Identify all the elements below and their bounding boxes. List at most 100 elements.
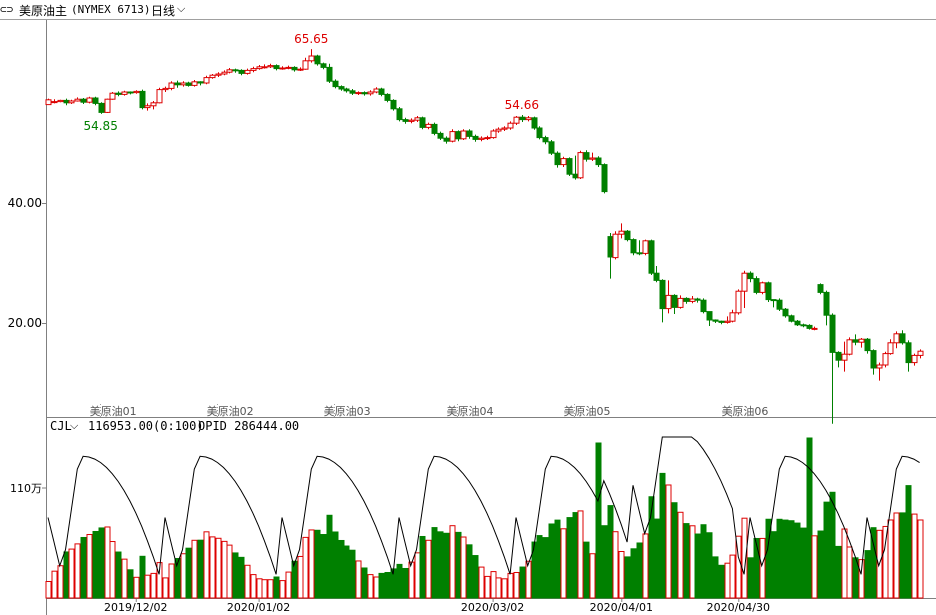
volume-bar: [671, 502, 678, 599]
volume-bar: [782, 519, 789, 599]
volume-bar: [823, 501, 830, 599]
candle-body: [607, 236, 614, 258]
chevron-down-icon[interactable]: ⌵: [177, 2, 186, 15]
contract-label: 美原油01: [90, 404, 137, 418]
chart-header: ⊂⊃ 美原油主 (NYMEX 6713) 日线 ⌵: [0, 0, 936, 19]
candle-body: [419, 117, 426, 128]
candle-body: [566, 158, 573, 175]
volume-bar: [542, 537, 549, 599]
candle-body: [314, 55, 321, 65]
candle-body: [735, 290, 742, 314]
candle-body: [905, 342, 912, 364]
volume-bar: [566, 517, 573, 599]
candle-body: [501, 127, 508, 130]
candle-body: [156, 89, 163, 104]
candle-body: [887, 342, 894, 355]
chevron-down-icon[interactable]: ⌵: [70, 419, 79, 432]
link-icon[interactable]: ⊂⊃: [0, 3, 14, 16]
volume-bar: [577, 510, 584, 599]
period-selector[interactable]: 日线: [151, 4, 176, 18]
candle-body: [741, 272, 748, 292]
candle-body: [577, 152, 584, 179]
volume-bar: [63, 551, 70, 599]
volume-bar: [905, 485, 912, 599]
volume-bar: [829, 491, 836, 599]
candle-body: [536, 127, 543, 139]
candle-body: [846, 339, 853, 355]
candle-body: [139, 90, 146, 109]
candle-body: [841, 353, 848, 361]
volume-bar: [677, 511, 684, 599]
date-label: 2020/03/02: [461, 601, 524, 614]
candle-body: [542, 137, 549, 143]
volume-bar: [349, 549, 356, 599]
volume-bar: [507, 572, 514, 599]
candle-body: [384, 93, 391, 101]
volume-bar: [694, 533, 701, 599]
volume-bar: [741, 517, 748, 599]
volume-bar: [343, 545, 350, 599]
candle-body: [98, 102, 105, 113]
volume-value: 116953.00(0:100): [88, 419, 204, 433]
volume-bar: [846, 546, 853, 599]
candle-body: [396, 108, 403, 121]
volume-bar: [332, 531, 339, 599]
indicator-name[interactable]: CJL: [50, 419, 72, 433]
volume-bar: [800, 527, 807, 599]
candle-body: [823, 291, 830, 316]
candle-body: [460, 130, 467, 140]
volume-bar: [144, 574, 151, 599]
candle-body: [425, 123, 432, 128]
volume-bar: [548, 523, 555, 599]
volume-bar: [560, 528, 567, 599]
instrument-code: (NYMEX 6713): [71, 3, 151, 16]
candle-body: [642, 240, 649, 254]
volume-bar: [226, 544, 233, 599]
volume-bar: [314, 529, 321, 599]
volume-bar: [806, 437, 813, 599]
volume-bar: [402, 567, 409, 599]
volume-bar: [244, 564, 251, 599]
volume-bar: [297, 555, 304, 599]
candle-body: [361, 92, 368, 95]
candle-body: [495, 128, 502, 132]
volume-bar: [156, 562, 163, 599]
candle-body: [595, 157, 602, 166]
candle-body: [689, 298, 696, 302]
volume-bar: [513, 572, 520, 599]
volume-bar: [735, 535, 742, 599]
volume-bar: [788, 520, 795, 599]
contract-label: 美原油03: [324, 404, 371, 418]
candle-body: [343, 88, 350, 92]
volume-bar: [864, 550, 871, 599]
volume-bar: [466, 544, 473, 599]
volume-bar: [455, 531, 462, 599]
candle-body: [226, 69, 233, 73]
volume-bar: [355, 560, 362, 599]
volume-bar: [893, 512, 900, 599]
volume-bar: [770, 531, 777, 599]
candle-body: [408, 119, 415, 122]
volume-bar: [139, 555, 146, 599]
candle-body: [472, 135, 479, 140]
candle-body: [443, 137, 450, 142]
candle-body: [911, 354, 918, 364]
volume-bar: [203, 531, 210, 599]
candle-body: [191, 81, 198, 86]
volume-bar: [320, 534, 327, 599]
candle-body: [209, 74, 216, 79]
candle-body: [917, 350, 924, 356]
volume-bar: [484, 575, 491, 599]
volume-bar: [607, 505, 614, 599]
candle-body: [531, 117, 538, 129]
candle-body: [706, 311, 713, 321]
candle-body: [180, 82, 187, 86]
volume-bar: [291, 560, 298, 599]
volume-bar: [232, 552, 239, 599]
contract-label: 美原油05: [564, 404, 611, 418]
candle-body: [724, 320, 731, 323]
candle-body: [653, 272, 660, 281]
volume-bar: [706, 532, 713, 599]
volume-bar: [583, 541, 590, 599]
